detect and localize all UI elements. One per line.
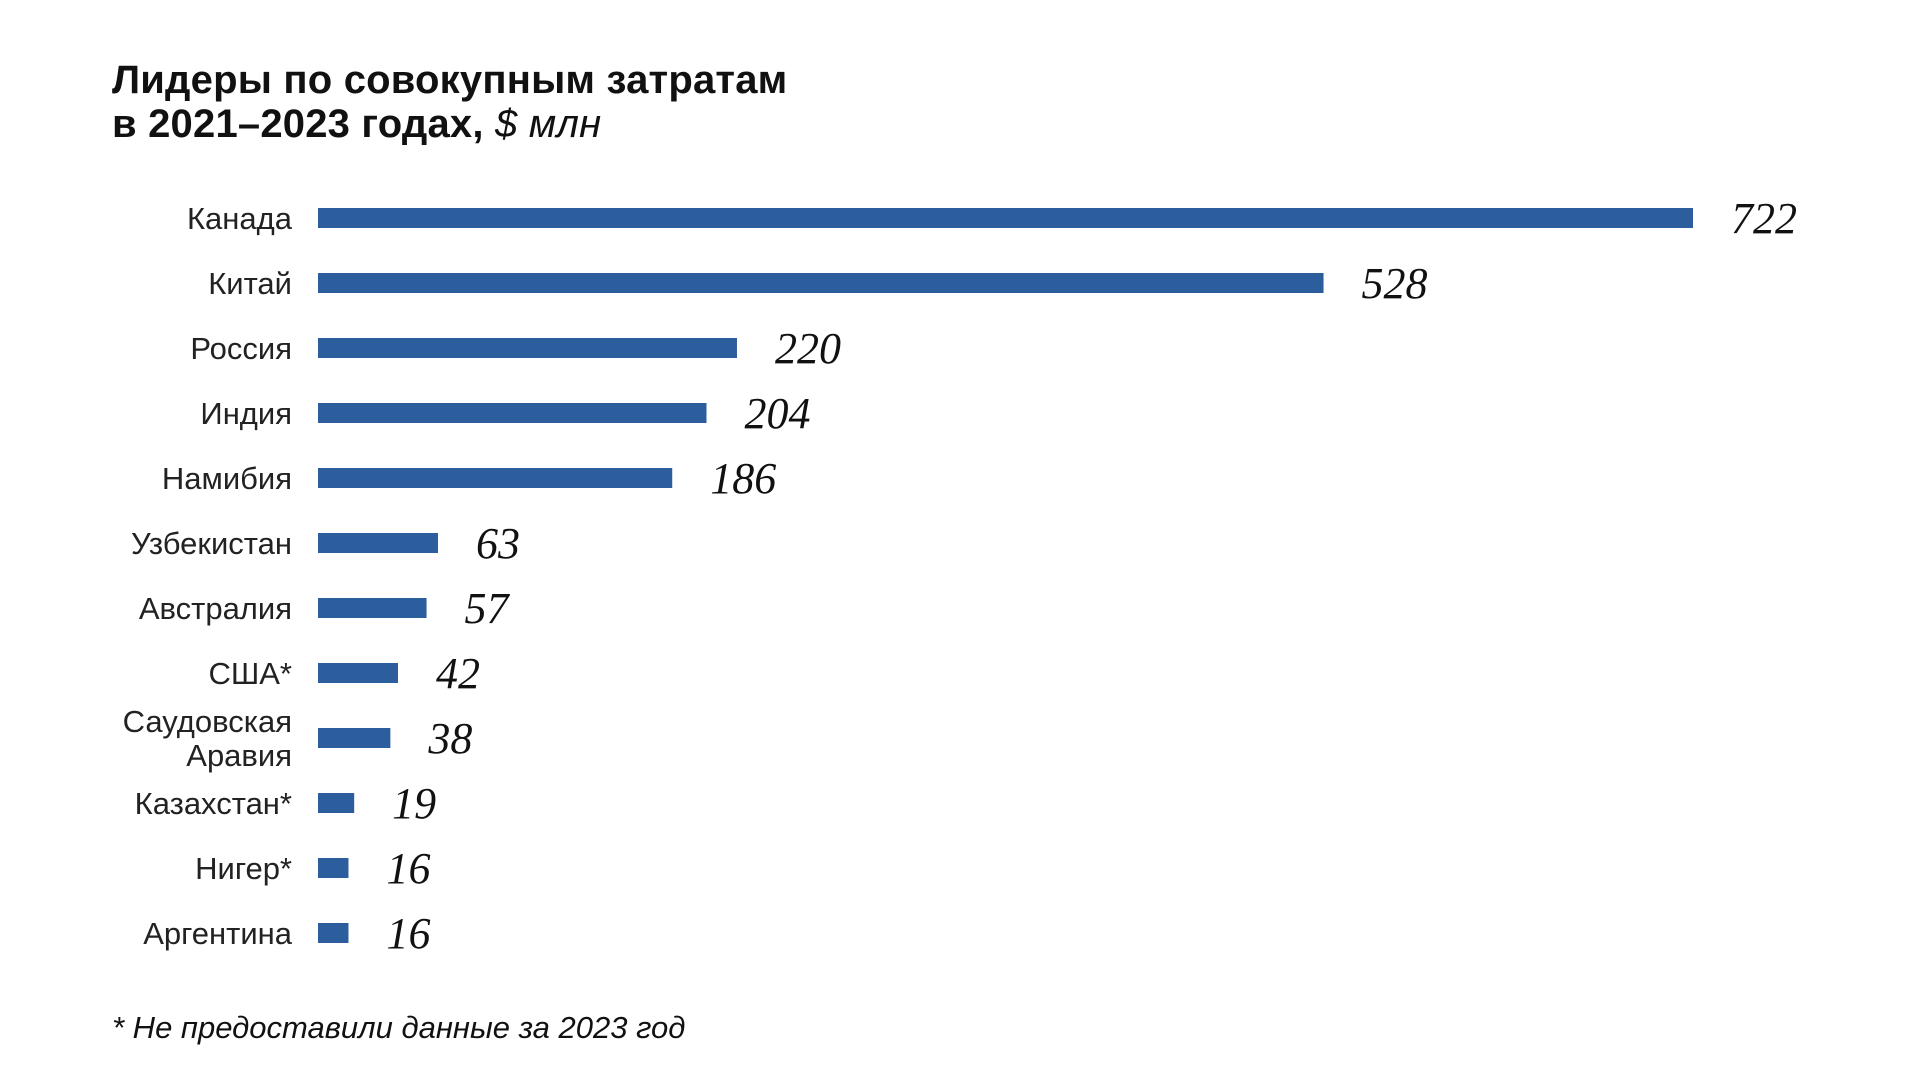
chart-title-line-2-text: в 2021–2023 годах,: [112, 102, 484, 146]
value-label: 16: [386, 909, 430, 958]
value-label: 57: [465, 584, 511, 633]
value-label: 186: [710, 454, 776, 503]
bar-row: Индия 204: [200, 389, 810, 438]
category-label: Намибия: [162, 461, 292, 496]
category-label-line: Аравия: [186, 738, 292, 773]
bar-row: США* 42: [208, 649, 480, 698]
bar-row: Саудовская Аравия 38: [123, 704, 473, 773]
footnote: * Не предоставили данные за 2023 год: [112, 1010, 686, 1045]
category-label-line: Австралия: [139, 591, 292, 626]
bar: [318, 663, 398, 683]
category-label: Россия: [190, 331, 292, 366]
chart-title-unit: $ млн: [495, 102, 602, 146]
category-label-line: Нигер*: [195, 851, 292, 886]
category-label-line: Индия: [200, 396, 292, 431]
bar: [318, 793, 355, 813]
bar-row: Австралия 57: [139, 584, 511, 633]
category-label: Саудовская Аравия: [123, 704, 292, 773]
bar-row: Китай 528: [208, 259, 1427, 308]
category-label-line: США*: [208, 656, 292, 691]
category-label: Австралия: [139, 591, 292, 626]
value-label: 220: [775, 324, 841, 373]
value-label: 42: [436, 649, 480, 698]
bar-row: Россия 220: [190, 324, 841, 373]
category-label: США*: [208, 656, 292, 691]
bar: [318, 338, 737, 358]
category-label-line: Китай: [208, 266, 292, 301]
bar-row: Канада 722: [187, 194, 1797, 243]
bar-row: Казахстан* 19: [135, 779, 437, 828]
category-label-line: Канада: [187, 201, 293, 236]
bar: [318, 273, 1324, 293]
category-label: Узбекистан: [131, 526, 292, 561]
bar: [318, 728, 391, 748]
bar: [318, 208, 1693, 228]
chart-title-line-1: Лидеры по совокупным затратам: [112, 58, 788, 102]
bar-row: Аргентина 16: [143, 909, 430, 958]
chart-title-line-2: в 2021–2023 годах, $ млн: [112, 102, 787, 146]
value-label: 204: [745, 389, 811, 438]
bar: [318, 468, 673, 488]
bar: [318, 598, 427, 618]
bar-row: Нигер* 16: [195, 844, 430, 893]
category-label: Казахстан*: [135, 786, 292, 821]
category-label: Индия: [200, 396, 292, 431]
bar-row: Узбекистан 63: [131, 519, 520, 568]
bar: [318, 533, 438, 553]
value-label: 528: [1362, 259, 1428, 308]
bar-chart-plot: Канада 722 Китай 528 Россия 220 Индия 204 Намиби…: [123, 194, 1797, 958]
value-label: 722: [1731, 194, 1797, 243]
bar-row: Намибия 186: [162, 454, 776, 503]
category-label-line: Саудовская: [123, 704, 292, 739]
value-label: 38: [427, 714, 472, 763]
category-label-line: Аргентина: [143, 916, 293, 951]
category-label-line: Россия: [190, 331, 292, 366]
bar: [318, 858, 349, 878]
category-label-line: Узбекистан: [131, 526, 292, 561]
category-label: Китай: [208, 266, 292, 301]
category-label: Аргентина: [143, 916, 293, 951]
value-label: 16: [386, 844, 430, 893]
category-label: Канада: [187, 201, 293, 236]
bar: [318, 403, 707, 423]
bar: [318, 923, 349, 943]
value-label: 63: [476, 519, 520, 568]
category-label-line: Казахстан*: [135, 786, 292, 821]
value-label: 19: [392, 779, 436, 828]
chart-title: Лидеры по совокупным затратам в 2021–202…: [112, 58, 787, 146]
category-label: Нигер*: [195, 851, 292, 886]
category-label-line: Намибия: [162, 461, 292, 496]
